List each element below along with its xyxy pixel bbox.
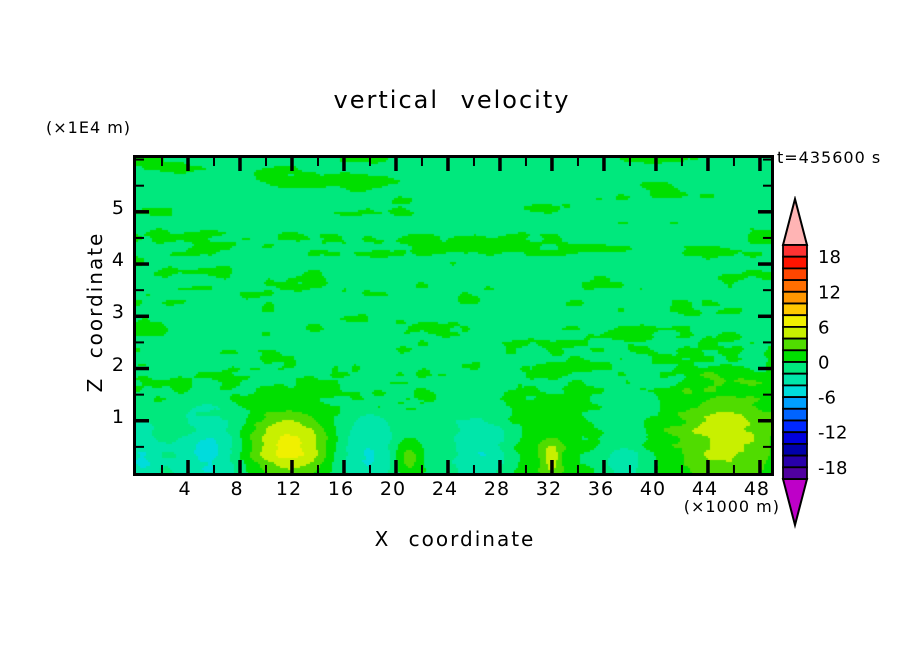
z-tick-label: 3 [111,301,124,324]
colorbar-label: -6 [818,388,836,409]
x-tick-label: 48 [743,478,771,500]
colorbar-label: 18 [818,247,841,268]
colorbar: 18 12 6 0 -6 -12 -18 [781,196,847,529]
x-tick-label: 24 [431,478,459,500]
chart-title: vertical velocity [333,86,571,114]
z-tick-label: 5 [111,196,124,219]
x-tick-label: 36 [587,478,615,500]
x-tick-label: 12 [275,478,303,500]
x-tick-label: 28 [483,478,511,500]
x-tick-label: 16 [327,478,355,500]
x-tick-label: 8 [230,478,244,500]
colorbar-label: -12 [818,423,847,444]
time-label: t=435600 s [777,148,882,167]
z-axis-unit: (×1E4 m) [46,118,132,137]
colorbar-label: -18 [818,458,847,479]
x-tick-label: 20 [379,478,407,500]
x-axis-title: X coordinate [374,527,536,551]
x-tick-label: 44 [691,478,719,500]
z-axis-title: Z coordinate [83,231,107,393]
x-tick-label: 4 [178,478,192,500]
z-tick-label: 1 [111,405,124,428]
colorbar-label: 6 [818,317,829,338]
x-tick-label: 32 [535,478,563,500]
z-tick-label: 2 [111,353,124,376]
colorbar-label: 12 [818,282,841,303]
colorbar-label: 0 [818,353,829,374]
contour-field [136,158,771,473]
plot-area [133,155,774,476]
z-tick-label: 4 [111,249,124,272]
x-tick-label: 40 [639,478,667,500]
x-axis-unit: (×1000 m) [683,497,780,516]
